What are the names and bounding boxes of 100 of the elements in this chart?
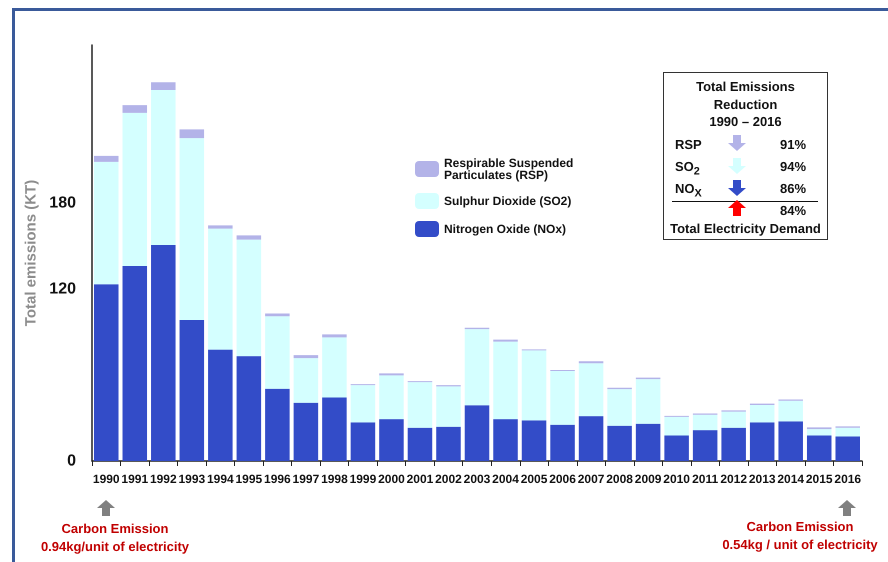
legend-label: Nitrogen Oxide (NOx) (444, 222, 566, 236)
x-tick-label: 2013 (748, 472, 776, 486)
annotation: 91% (780, 136, 806, 154)
bar (379, 419, 404, 461)
y-axis-title: Total emissions (KT) (22, 180, 40, 326)
bar (692, 414, 718, 430)
x-tick-label: 2004 (492, 472, 520, 486)
bar (322, 337, 347, 398)
bar (122, 112, 148, 266)
bar (750, 422, 774, 461)
bar (208, 228, 233, 350)
x-tick-label: 2009 (634, 472, 662, 486)
bar (550, 371, 575, 425)
bar (522, 350, 546, 420)
annotation: 94% (780, 158, 806, 176)
x-tick-label: 1990 (92, 472, 120, 486)
bar (94, 162, 119, 284)
bar (151, 90, 176, 245)
x-tick-label: 1998 (321, 472, 348, 486)
x-tick-label: 2014 (777, 472, 804, 486)
x-tick-label: 2003 (464, 472, 491, 486)
x-tick-label: 1997 (292, 472, 320, 486)
bar (151, 244, 176, 461)
x-tick-label: 2012 (720, 472, 748, 486)
x-tick-label: 1999 (350, 472, 377, 486)
annotation: 86% (780, 180, 806, 198)
text: Carbon Emission 0.94kg/unit of electricity (40, 520, 190, 556)
annotation: Total Electricity Demand (669, 220, 822, 238)
x-tick-label: 1994 (206, 472, 234, 486)
bar (436, 426, 461, 461)
legend-label: Sulphur Dioxide (SO2) (444, 194, 572, 208)
bar (265, 388, 290, 461)
bar (464, 405, 490, 461)
bar (350, 422, 376, 461)
bar (607, 426, 632, 461)
bar (151, 82, 176, 90)
bar (636, 379, 660, 424)
x-tick-label: 1993 (178, 472, 206, 486)
bar (493, 419, 518, 461)
bar (408, 428, 432, 461)
bar (806, 435, 832, 461)
bar (408, 382, 432, 428)
bar (493, 342, 518, 420)
bar (94, 284, 119, 461)
bar (294, 358, 318, 403)
y-tick-label: 120 (49, 280, 76, 298)
legend-label: Respirable Suspended Particulates (RSP) (444, 156, 577, 182)
x-tick-label: 2010 (663, 472, 690, 486)
x-tick-label: 2000 (378, 472, 406, 486)
bar (236, 240, 262, 356)
bar (236, 356, 262, 461)
bar (379, 375, 404, 420)
bar (294, 355, 318, 358)
y-tick-label: 0 (67, 452, 76, 470)
bar (664, 416, 689, 436)
bar (522, 420, 546, 461)
text: Carbon Emission 0.54kg / unit of electricity (721, 518, 879, 554)
bar (236, 235, 262, 240)
x-tick-label: 1991 (121, 472, 148, 486)
x-tick-label: 1992 (150, 472, 177, 486)
bar (778, 421, 803, 461)
annotation: RSP (675, 136, 702, 154)
bar (578, 363, 604, 416)
bar (721, 428, 746, 461)
bar (664, 435, 689, 461)
bar (294, 402, 318, 461)
bar (180, 138, 204, 320)
x-tick-label: 2001 (406, 472, 434, 486)
bar (721, 412, 746, 428)
bar (778, 400, 803, 422)
x-tick-label: 2011 (692, 472, 718, 486)
x-tick-label: 2002 (435, 472, 462, 486)
bar (94, 156, 119, 162)
bar (208, 350, 233, 461)
bar (607, 389, 632, 426)
bar (180, 129, 204, 138)
bar (550, 424, 575, 461)
bar (835, 436, 860, 461)
annotation: NO$_{X}$ (675, 180, 702, 202)
bar (750, 405, 774, 422)
bar (265, 314, 290, 316)
annotation: Total Emissions Reduction 1990 – 2016 (695, 78, 796, 131)
bar (122, 266, 148, 461)
bar (180, 320, 204, 461)
x-tick-label: 2005 (520, 472, 548, 486)
annotation: SO$_{2}$ (675, 158, 700, 180)
bar (208, 225, 233, 229)
bar (806, 429, 832, 436)
x-tick-label: 2006 (549, 472, 576, 486)
x-tick-label: 2016 (834, 472, 862, 486)
annotation: 84% (780, 202, 806, 220)
bar (436, 386, 461, 427)
bar (578, 416, 604, 461)
bar (692, 430, 718, 461)
x-tick-label: 2015 (806, 472, 833, 486)
y-tick-label: 180 (49, 194, 76, 212)
x-tick-label: 1996 (264, 472, 292, 486)
bar (322, 397, 347, 461)
bar (350, 385, 376, 422)
bar (636, 424, 660, 461)
